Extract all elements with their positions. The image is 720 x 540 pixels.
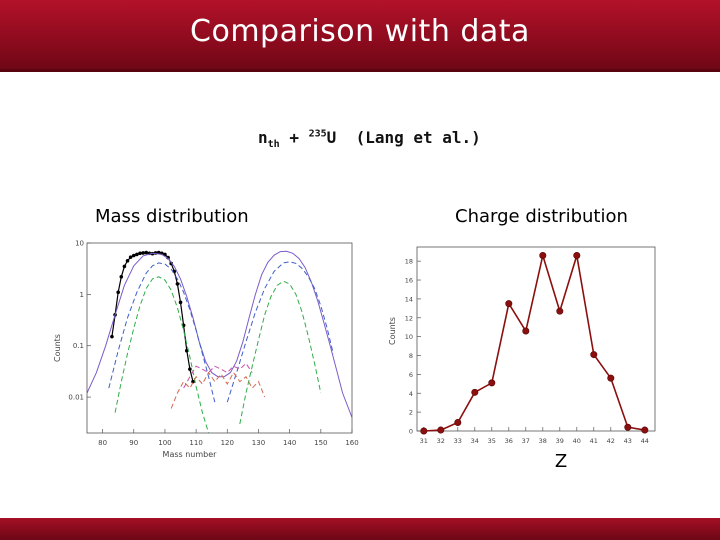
charge-x-tick-label: 32 bbox=[437, 437, 445, 445]
mass-x-tick-label: 130 bbox=[252, 439, 265, 447]
mass-series-line-3 bbox=[226, 261, 334, 403]
charge-x-tick-label: 43 bbox=[624, 437, 632, 445]
charge-data-point bbox=[420, 427, 428, 435]
mass-series-line-5 bbox=[239, 280, 322, 425]
charge-data-point bbox=[556, 307, 564, 315]
mass-data-point bbox=[166, 255, 170, 260]
mass-x-tick-label: 100 bbox=[158, 439, 171, 447]
charge-x-tick-label: 38 bbox=[539, 437, 547, 445]
mass-series-line-6 bbox=[170, 371, 266, 409]
charge-data-point bbox=[539, 251, 547, 259]
reaction-plus: + bbox=[289, 128, 299, 147]
mass-data-point bbox=[122, 264, 127, 269]
mass-series-line-1 bbox=[87, 250, 352, 418]
mass-chart-title: Mass distribution bbox=[95, 206, 249, 227]
charge-x-tick-label: 35 bbox=[488, 437, 496, 445]
mass-series-line-4 bbox=[114, 276, 210, 433]
charge-y-tick-label: 14 bbox=[405, 295, 413, 303]
mass-x-tick-label: 90 bbox=[129, 439, 138, 447]
charge-y-tick-label: 16 bbox=[405, 277, 413, 285]
charge-data-point bbox=[488, 379, 496, 387]
mass-data-point bbox=[135, 252, 139, 257]
charge-data-line bbox=[423, 252, 645, 432]
charge-x-tick-label: 39 bbox=[556, 437, 564, 445]
mass-x-tick-label: 120 bbox=[221, 439, 234, 447]
reaction-element: U bbox=[326, 128, 337, 147]
title-bar bbox=[0, 0, 720, 72]
charge-y-tick-label: 12 bbox=[405, 314, 413, 322]
mass-y-tick-label: 1 bbox=[80, 291, 84, 299]
mass-data-line bbox=[111, 251, 194, 382]
charge-x-tick-label: 33 bbox=[454, 437, 462, 445]
mass-data-point bbox=[119, 274, 124, 279]
charge-x-tick-label: 37 bbox=[522, 437, 530, 445]
reaction-projectile-sub: th bbox=[267, 139, 280, 151]
mass-data-point bbox=[128, 255, 133, 259]
mass-data-point bbox=[141, 251, 145, 255]
charge-x-tick-label: 36 bbox=[505, 437, 513, 445]
charge-data-point bbox=[590, 351, 598, 359]
mass-data-point bbox=[178, 300, 183, 305]
charge-plot-frame bbox=[416, 246, 656, 432]
charge-y-tick-label: 0 bbox=[409, 428, 413, 436]
charge-data-point bbox=[505, 300, 513, 308]
charge-y-tick-label: 2 bbox=[409, 409, 413, 417]
charge-y-axis-label: Counts bbox=[388, 317, 397, 345]
mass-data-point bbox=[110, 334, 114, 339]
charge-data-point bbox=[607, 374, 615, 382]
charge-y-tick-label: 6 bbox=[409, 371, 413, 379]
mass-data-point bbox=[188, 367, 192, 371]
mass-series-line-2 bbox=[108, 262, 216, 403]
charge-y-tick-label: 8 bbox=[409, 352, 413, 360]
reaction-projectile: n bbox=[258, 128, 268, 147]
mass-x-tick-label: 150 bbox=[314, 439, 327, 447]
charge-data-point bbox=[454, 419, 462, 427]
charge-y-tick-label: 4 bbox=[409, 390, 413, 398]
charge-data-point bbox=[471, 388, 479, 396]
mass-data-point bbox=[131, 253, 136, 258]
mass-y-tick-label: 0.1 bbox=[73, 342, 84, 350]
mass-data-point bbox=[138, 251, 142, 256]
mass-data-point bbox=[144, 250, 149, 255]
charge-chart-title: Charge distribution bbox=[455, 206, 628, 227]
charge-x-tick-label: 41 bbox=[590, 437, 598, 445]
charge-y-tick-label: 18 bbox=[405, 258, 413, 266]
mass-y-tick-label: 0.01 bbox=[68, 394, 84, 402]
charge-x-axis-label: Z bbox=[555, 451, 567, 472]
charge-x-tick-label: 34 bbox=[471, 437, 479, 445]
mass-x-tick-label: 80 bbox=[98, 439, 107, 447]
mass-x-tick-label: 160 bbox=[345, 439, 358, 447]
mass-y-tick-label: 10 bbox=[75, 240, 84, 248]
mass-x-tick-label: 140 bbox=[283, 439, 296, 447]
mass-data-point bbox=[175, 282, 180, 286]
charge-data-point bbox=[522, 327, 530, 335]
reaction-reference: (Lang et al.) bbox=[355, 128, 481, 147]
charge-x-tick-label: 40 bbox=[573, 437, 581, 445]
mass-plot-frame bbox=[86, 242, 353, 434]
mass-data-point bbox=[116, 290, 120, 295]
charge-data-point bbox=[437, 426, 445, 434]
mass-data-point bbox=[191, 379, 195, 384]
mass-x-axis-label: Mass number bbox=[163, 450, 218, 459]
mass-y-axis-label: Counts bbox=[53, 334, 62, 362]
mass-x-tick-label: 110 bbox=[189, 439, 202, 447]
charge-data-point bbox=[624, 423, 632, 431]
reaction-mass-number: 235 bbox=[308, 128, 327, 140]
charge-x-tick-label: 44 bbox=[641, 437, 649, 445]
footer-bar bbox=[0, 518, 720, 540]
reaction-label: nth + 235U (Lang et al.) bbox=[258, 128, 481, 150]
slide-title: Comparison with data bbox=[190, 14, 530, 49]
charge-data-point bbox=[573, 251, 581, 259]
charge-data-point bbox=[641, 426, 649, 434]
mass-series-line-7 bbox=[183, 362, 253, 389]
mass-data-point bbox=[125, 259, 130, 263]
charge-x-tick-label: 31 bbox=[420, 437, 428, 445]
mass-data-point bbox=[184, 348, 189, 353]
charge-y-tick-label: 10 bbox=[405, 333, 413, 341]
charge-x-tick-label: 42 bbox=[607, 437, 615, 445]
